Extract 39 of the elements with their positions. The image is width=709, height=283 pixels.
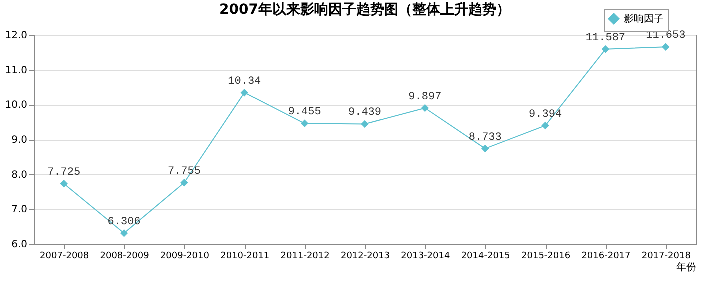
y-tick-label: 10.0 [5, 100, 28, 112]
point [240, 88, 249, 97]
y-tick-label: 6.0 [12, 240, 28, 250]
point [662, 43, 670, 51]
x-tick-label: 2008-2009 [100, 252, 150, 262]
x-tick-label: 2016-2017 [582, 252, 631, 262]
point [300, 120, 309, 128]
y-tick-label: 9.0 [12, 135, 28, 146]
point [421, 104, 430, 112]
data-label: 9.897 [408, 91, 442, 104]
point [481, 144, 490, 153]
legend-label: 影响因子 [624, 13, 664, 25]
data-label: 8.733 [468, 132, 502, 144]
data-label: 10.34 [228, 76, 262, 88]
chart-title: 2007年以来影响因子趋势图（整体上升趋势） [220, 1, 510, 18]
point [120, 229, 128, 238]
point [60, 180, 68, 188]
x-tick-label: 2015-2016 [522, 252, 571, 262]
x-tick-label: 2011-2012 [280, 252, 330, 262]
x-tick-label: 2010-2011 [220, 252, 270, 262]
point [602, 46, 610, 54]
x-tick-label: 2007-2008 [40, 252, 90, 262]
x-tick-label: 2013-2014 [401, 252, 450, 262]
data-label: 7.725 [48, 166, 81, 179]
data-label: 11.587 [586, 32, 626, 44]
y-tick-label: 11.0 [5, 65, 28, 76]
y-tick-label: 12.0 [5, 30, 28, 42]
y-tick-label: 8.0 [12, 170, 28, 181]
x-tick-label: 2012-2013 [340, 252, 390, 262]
y-tick-label: 7.0 [12, 204, 28, 216]
x-tick-label: 2014-2015 [461, 252, 510, 262]
point [542, 122, 550, 130]
x-tick-label: 2009-2010 [160, 252, 210, 262]
point [361, 120, 369, 128]
data-label: 9.455 [288, 106, 322, 119]
x-axis-title: 年份 [676, 262, 696, 274]
point [180, 178, 188, 187]
data-label: 9.439 [348, 107, 382, 120]
x-tick-label: 2017-2018 [642, 252, 692, 262]
